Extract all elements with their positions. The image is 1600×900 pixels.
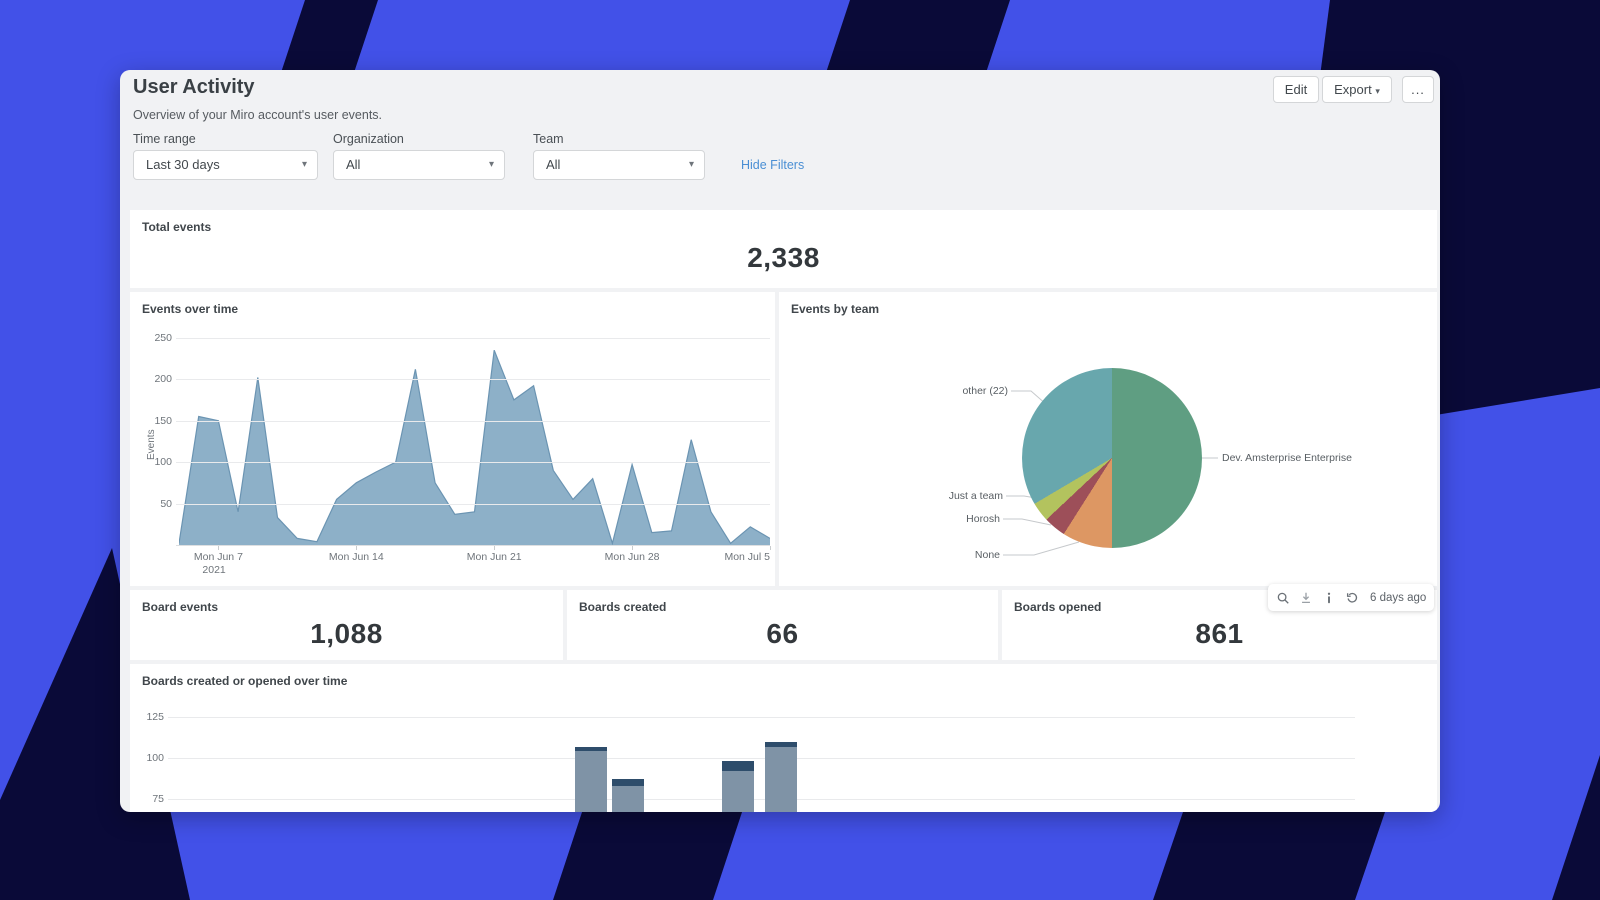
y-tick-label: 125 — [146, 711, 164, 723]
bar-cap-segment — [722, 761, 754, 772]
y-tick-label: 150 — [154, 414, 172, 427]
x-tick-label: Mon Jun 21 — [466, 551, 522, 563]
bar-body-segment — [612, 785, 644, 812]
x-tick-mark — [770, 546, 771, 550]
boards-created-label: Boards created — [579, 600, 667, 614]
total-events-value: 2,338 — [747, 242, 820, 273]
x-tick-label: Mon Jun 14 — [328, 551, 384, 563]
team-value: All — [546, 157, 561, 172]
last-run-age: 6 days ago — [1370, 591, 1427, 604]
export-button[interactable]: Export ▾ — [1322, 76, 1392, 103]
chevron-down-icon: ▾ — [488, 159, 494, 170]
y-tick-label: 100 — [146, 752, 164, 764]
team-dropdown[interactable]: All ▾ — [533, 150, 705, 180]
boards-opened-value: 861 — [1195, 618, 1244, 649]
events-by-team-pie — [1022, 368, 1202, 548]
export-button-label: Export — [1334, 82, 1372, 97]
edit-button[interactable]: Edit — [1273, 76, 1319, 103]
gridline — [176, 462, 770, 464]
events-over-time-title: Events over time — [142, 302, 239, 316]
y-tick-label: 200 — [154, 373, 172, 386]
events-over-time-panel: Events over time Events 250 200 150 100 50 Mo… — [130, 292, 775, 586]
download-icon[interactable] — [1299, 591, 1313, 605]
x-tick-label: Mon Jul 5 — [724, 551, 770, 563]
x-tick-year-label: 2021 — [202, 564, 226, 576]
x-tick-mark — [218, 546, 220, 550]
gridline — [176, 337, 770, 339]
total-events-panel: Total events 2,338 — [130, 210, 1437, 288]
gridline — [176, 503, 770, 505]
y-tick-label: 75 — [152, 793, 164, 805]
y-tick-label: 50 — [160, 497, 172, 510]
chevron-down-icon: ▾ — [1375, 86, 1380, 96]
x-tick-label: Mon Jun 7 — [193, 551, 243, 563]
gridline — [168, 758, 1355, 759]
more-options-button[interactable]: ... — [1402, 76, 1434, 103]
filter-label-time-range: Time range — [133, 132, 196, 146]
organization-value: All — [346, 157, 361, 172]
y-tick-label: 250 — [154, 331, 172, 344]
board-events-value: 1,088 — [310, 618, 383, 649]
events-by-team-panel: Events by team other (22) Dev. Amsterpri… — [779, 292, 1437, 586]
bar-cap-segment — [612, 779, 644, 786]
boards-created-value: 66 — [766, 618, 799, 649]
filter-label-organization: Organization — [333, 132, 404, 146]
pie-label-none: None — [974, 549, 1000, 561]
x-tick-mark — [356, 546, 358, 550]
time-range-dropdown[interactable]: Last 30 days ▾ — [133, 150, 318, 180]
bar-cap-segment — [575, 746, 607, 752]
page-subtitle: Overview of your Miro account's user eve… — [133, 108, 383, 122]
page-title: User Activity — [133, 76, 255, 98]
chevron-down-icon: ▾ — [301, 159, 307, 170]
chart-toolbar: 6 days ago — [1268, 584, 1434, 611]
bar-body-segment — [722, 771, 754, 812]
x-tick-label: Mon Jun 28 — [604, 551, 660, 563]
bar-cap-segment — [765, 741, 797, 747]
pie-label-just-a-team: Just a team — [948, 490, 1003, 502]
organization-dropdown[interactable]: All ▾ — [333, 150, 505, 180]
events-over-time-plot — [179, 349, 770, 546]
gridline — [176, 379, 770, 381]
gridline — [176, 420, 770, 422]
x-axis-line — [176, 545, 770, 546]
events-by-team-title: Events by team — [791, 302, 880, 316]
bar-body-segment — [575, 751, 607, 812]
boards-over-time-title: Boards created or opened over time — [142, 674, 348, 688]
time-range-value: Last 30 days — [146, 157, 220, 172]
board-events-panel: Board events 1,088 — [130, 590, 563, 660]
total-events-label: Total events — [142, 220, 212, 234]
dashboard-card: User Activity Overview of your Miro acco… — [120, 70, 1440, 812]
boards-opened-panel: Boards opened 861 — [1002, 590, 1437, 660]
board-events-label: Board events — [142, 600, 219, 614]
filter-label-team: Team — [533, 132, 564, 146]
gridline — [168, 799, 1355, 800]
gridline — [168, 717, 1355, 718]
y-tick-label: 100 — [154, 456, 172, 469]
hide-filters-link[interactable]: Hide Filters — [741, 158, 805, 172]
chevron-down-icon: ▾ — [688, 159, 694, 170]
pie-label-other: other (22) — [962, 385, 1008, 397]
bar-body-segment — [765, 746, 797, 812]
boards-created-panel: Boards created 66 — [567, 590, 998, 660]
boards-over-time-panel: Boards created or opened over time 125 10… — [130, 664, 1437, 812]
history-icon[interactable] — [1345, 591, 1359, 605]
pie-label-horosh: Horosh — [966, 513, 1000, 525]
x-tick-mark — [494, 546, 496, 550]
info-icon[interactable] — [1322, 591, 1336, 605]
pie-label-dev-amsterprise: Dev. Amsterprise Enterprise — [1222, 452, 1352, 464]
search-icon[interactable] — [1276, 591, 1290, 605]
boards-opened-label: Boards opened — [1014, 600, 1102, 614]
x-tick-mark — [632, 546, 634, 550]
